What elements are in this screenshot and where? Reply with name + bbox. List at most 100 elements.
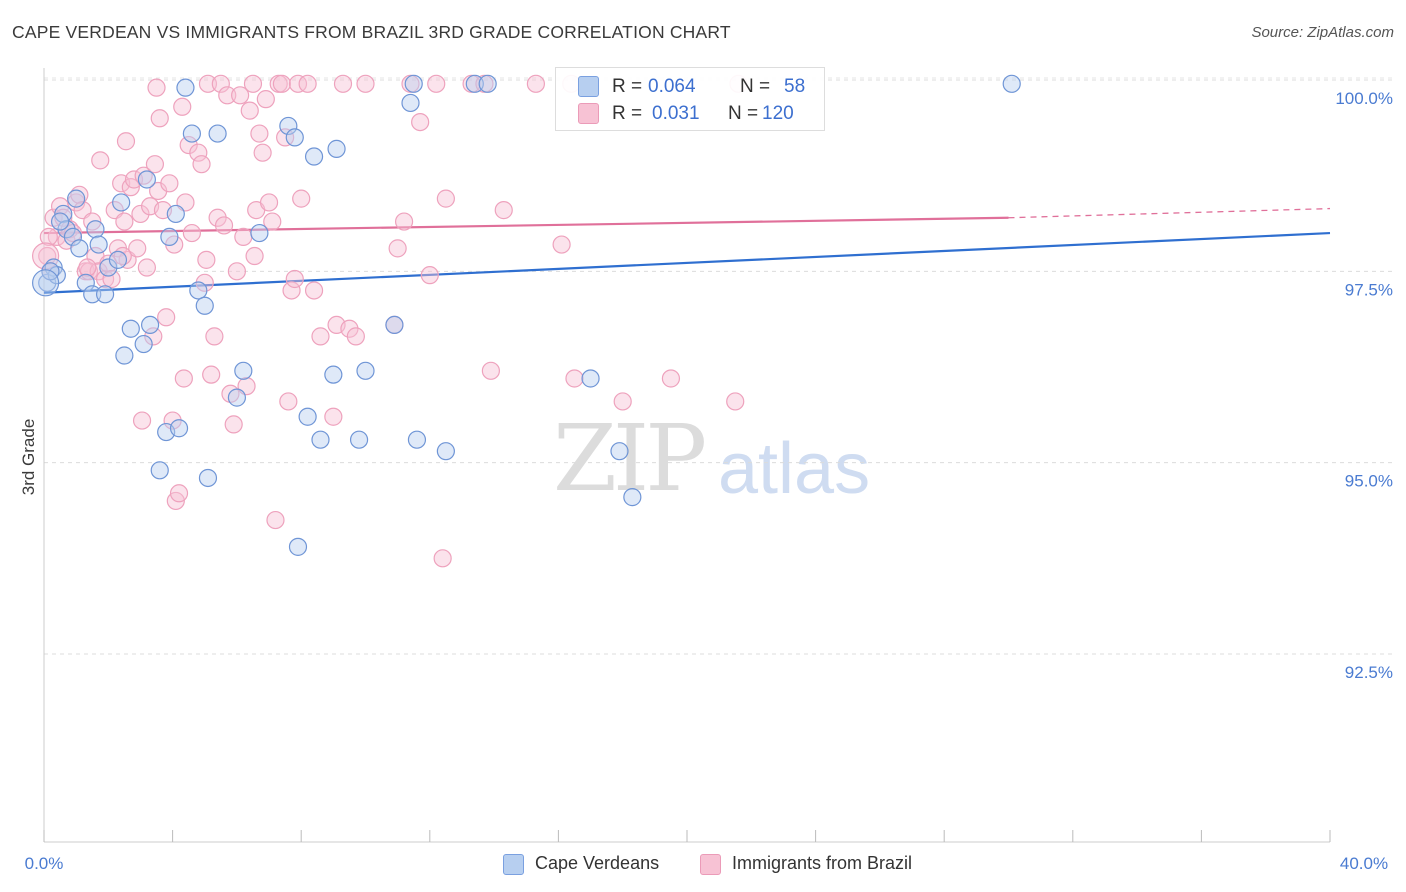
data-point-brazil xyxy=(182,223,201,243)
bottom-legend-label: Immigrants from Brazil xyxy=(732,853,913,873)
data-point-cape-verdean xyxy=(401,93,420,113)
data-point-brazil xyxy=(311,327,330,346)
data-point-cape-verdean xyxy=(250,223,269,243)
data-point-brazil xyxy=(250,124,269,143)
data-point-cape-verdean xyxy=(581,369,600,388)
data-point-cape-verdean xyxy=(150,461,169,480)
trend-line-brazil-extension xyxy=(1008,207,1331,219)
data-point-cape-verdean xyxy=(324,365,343,384)
data-point-brazil xyxy=(394,212,414,231)
data-point-cape-verdean xyxy=(32,269,60,297)
series-immigrants-from-brazil xyxy=(32,74,748,568)
data-point-brazil xyxy=(147,78,166,97)
data-point-brazil xyxy=(494,201,513,220)
data-point-cape-verdean xyxy=(134,334,153,354)
data-point-brazil xyxy=(102,269,121,289)
data-point-brazil xyxy=(198,74,218,93)
data-point-brazil xyxy=(157,308,176,327)
data-point-cape-verdean xyxy=(478,74,497,93)
data-point-cape-verdean xyxy=(169,419,189,438)
data-point-cape-verdean xyxy=(285,128,304,147)
data-point-cape-verdean xyxy=(234,361,253,380)
data-point-cape-verdean xyxy=(288,537,308,556)
data-point-brazil xyxy=(116,132,136,151)
trend-line-brazil xyxy=(43,216,1009,235)
data-point-brazil xyxy=(266,510,285,530)
data-point-brazil xyxy=(552,235,571,254)
data-point-brazil xyxy=(128,239,147,258)
legend-r-value: 0.064 xyxy=(648,76,696,97)
data-point-brazil xyxy=(211,74,230,93)
data-point-cape-verdean xyxy=(70,239,89,258)
data-point-cape-verdean xyxy=(189,281,208,300)
data-point-cape-verdean xyxy=(108,250,128,269)
data-point-brazil xyxy=(145,155,165,174)
data-point-cape-verdean xyxy=(195,296,214,315)
legend-r-label: R = xyxy=(612,76,643,97)
data-point-brazil xyxy=(526,74,545,93)
trend-line-cape-verdeans xyxy=(43,231,1331,294)
data-point-cape-verdean xyxy=(86,220,105,239)
data-point-cape-verdean xyxy=(182,124,201,143)
watermark-zip: ZIP xyxy=(553,405,707,512)
data-point-brazil xyxy=(78,258,97,277)
source-credit: Source: ZipAtlas.com xyxy=(1251,24,1394,41)
bottom-legend: Cape Verdeans Immigrants from Brazil xyxy=(0,852,1406,878)
data-point-brazil xyxy=(197,250,216,269)
axis-labels: 92.5% 95.0% 97.5% 100.0% 0.0% 40.0% 3rd Grade xyxy=(19,89,1393,873)
data-point-cape-verdean xyxy=(356,361,375,380)
data-point-brazil xyxy=(253,143,272,162)
data-point-cape-verdean xyxy=(311,430,330,449)
data-point-brazil xyxy=(137,258,156,277)
data-point-cape-verdean xyxy=(349,430,369,449)
data-point-cape-verdean xyxy=(67,189,86,208)
data-point-brazil xyxy=(38,246,57,266)
data-point-cape-verdean xyxy=(176,78,195,97)
data-point-cape-verdean xyxy=(304,147,324,166)
data-point-brazil xyxy=(160,174,179,193)
data-point-brazil xyxy=(227,262,246,281)
data-point-brazil xyxy=(95,269,115,289)
data-point-brazil xyxy=(356,74,375,93)
data-point-cape-verdean xyxy=(208,124,227,143)
axes xyxy=(43,68,1331,843)
data-point-brazil xyxy=(240,101,259,120)
y-tick-label: 92.5% xyxy=(1345,663,1393,682)
data-point-cape-verdean xyxy=(404,74,423,93)
data-point-brazil xyxy=(726,392,745,411)
data-point-cape-verdean xyxy=(38,273,57,292)
data-point-brazil xyxy=(124,170,144,189)
data-point-cape-verdean xyxy=(115,346,134,365)
data-point-brazil xyxy=(427,74,446,93)
data-point-brazil xyxy=(144,327,163,346)
data-point-cape-verdean xyxy=(99,258,118,277)
data-point-cape-verdean xyxy=(140,315,160,335)
data-point-cape-verdean xyxy=(623,488,642,507)
data-point-cape-verdean xyxy=(89,235,108,254)
data-point-cape-verdean xyxy=(227,388,246,407)
data-point-brazil xyxy=(224,415,243,434)
data-point-brazil xyxy=(169,484,189,503)
data-point-cape-verdean xyxy=(95,285,115,304)
data-point-cape-verdean xyxy=(121,319,140,338)
legend-n-value: 120 xyxy=(762,103,794,124)
data-point-cape-verdean xyxy=(298,407,317,426)
data-point-brazil xyxy=(613,392,632,411)
x-tick-label: 40.0% xyxy=(1340,854,1388,873)
data-point-cape-verdean xyxy=(137,170,156,189)
data-point-brazil xyxy=(115,212,134,231)
y-tick-label: 95.0% xyxy=(1345,472,1393,491)
data-point-brazil xyxy=(272,74,292,93)
legend-swatch-pink xyxy=(578,103,599,124)
data-point-brazil xyxy=(324,407,343,426)
data-point-cape-verdean xyxy=(1002,74,1021,93)
data-point-brazil xyxy=(173,97,192,116)
data-point-cape-verdean xyxy=(385,315,404,335)
data-point-brazil xyxy=(231,86,250,105)
trend-lines xyxy=(43,207,1331,294)
data-point-brazil xyxy=(411,112,430,132)
data-point-brazil xyxy=(388,239,407,258)
data-point-cape-verdean xyxy=(50,212,70,231)
data-point-brazil xyxy=(288,74,308,93)
data-point-brazil xyxy=(279,392,298,411)
